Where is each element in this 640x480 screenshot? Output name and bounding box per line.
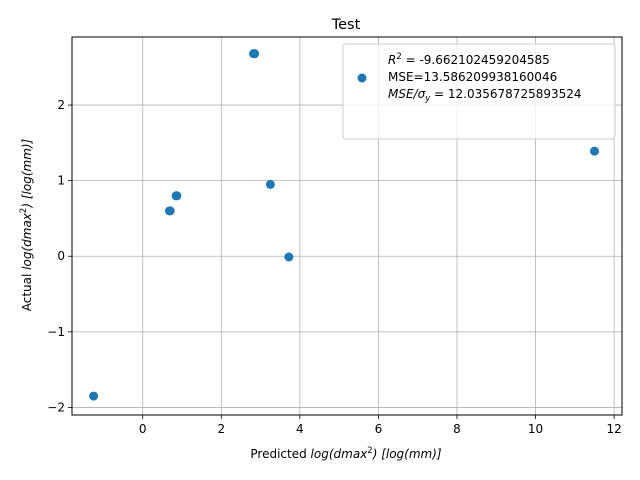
data-point xyxy=(265,179,275,189)
data-point xyxy=(165,206,175,216)
x-tick-label: 12 xyxy=(607,422,622,436)
x-tick-label: 0 xyxy=(139,422,147,436)
legend-box xyxy=(342,43,616,140)
x-tick-label: 2 xyxy=(217,422,225,436)
x-tick-label: 8 xyxy=(453,422,461,436)
data-point xyxy=(284,252,294,262)
y-tick-label: 2 xyxy=(57,98,65,112)
grid xyxy=(72,37,622,415)
data-point xyxy=(590,146,599,156)
legend-mse: MSE=13.586209938160046 xyxy=(388,70,557,84)
y-tick-label: 0 xyxy=(57,249,65,263)
legend-mse-sigma: MSE/σy = 12.035678725893524 xyxy=(388,87,582,104)
y-tick-label: −2 xyxy=(47,400,65,414)
y-tick-label: 1 xyxy=(57,174,65,188)
data-point xyxy=(172,191,182,201)
y-tick-label: −1 xyxy=(47,325,65,339)
legend: R2 = -9.662102459204585 MSE=13.586209938… xyxy=(342,43,616,140)
data-points xyxy=(89,49,599,401)
plot-frame xyxy=(71,36,623,416)
data-point xyxy=(250,49,260,59)
data-point xyxy=(89,391,99,401)
x-axis-label: Predicted log(dmax2) [log(mm)] xyxy=(250,446,442,461)
legend-r2: R2 = -9.662102459204585 xyxy=(388,52,550,67)
legend-marker xyxy=(357,73,367,83)
chart-title: Test xyxy=(331,17,361,33)
x-tick-label: 6 xyxy=(375,422,383,436)
y-axis-label: Actual log(dmax2) [log(mm)] xyxy=(19,138,34,311)
x-tick-label: 10 xyxy=(528,422,543,436)
x-tick-label: 4 xyxy=(296,422,304,436)
